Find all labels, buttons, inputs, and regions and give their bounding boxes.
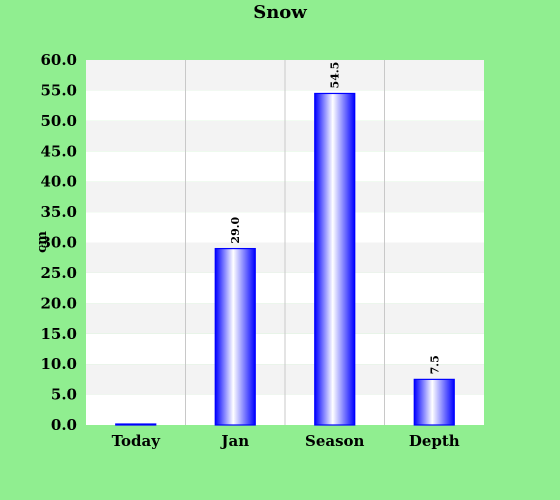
- y-tick-label: 55.0: [40, 81, 77, 99]
- bar-value-label: 54.5: [329, 62, 342, 89]
- y-tick-label: 35.0: [40, 203, 77, 221]
- bar-jan: [214, 247, 256, 426]
- y-tick-label: 30.0: [40, 234, 77, 252]
- chart-title: Snow: [253, 2, 307, 23]
- x-category-label: Today: [112, 432, 162, 450]
- bar-today: [115, 423, 157, 426]
- bar-value-label: 7.5: [428, 355, 441, 374]
- y-tick-label: 15.0: [40, 325, 77, 343]
- y-tick-label: 20.0: [40, 294, 77, 312]
- x-category-label: Jan: [219, 432, 249, 450]
- y-tick-label: 45.0: [40, 142, 77, 160]
- y-tick-label: 25.0: [40, 264, 77, 282]
- y-tick-label: 40.0: [40, 173, 77, 191]
- bar-value-label: 29.0: [229, 216, 242, 243]
- y-tick-label: 60.0: [40, 51, 77, 69]
- y-tick-label: 10.0: [40, 355, 77, 373]
- plot-area: 0.0 5.0 10.0 15.0 20.0 25.0 30.0 35.0 40.0 45.0 50…: [40, 51, 484, 450]
- y-tick-label: 0.0: [51, 416, 77, 434]
- y-tick-label: 5.0: [51, 386, 77, 404]
- y-tick-label: 50.0: [40, 112, 77, 130]
- x-category-label: Season: [305, 432, 365, 450]
- bar-depth: [413, 378, 455, 426]
- bar-season: [314, 92, 356, 426]
- x-category-label: Depth: [409, 432, 460, 450]
- y-axis-label: cm: [35, 231, 50, 253]
